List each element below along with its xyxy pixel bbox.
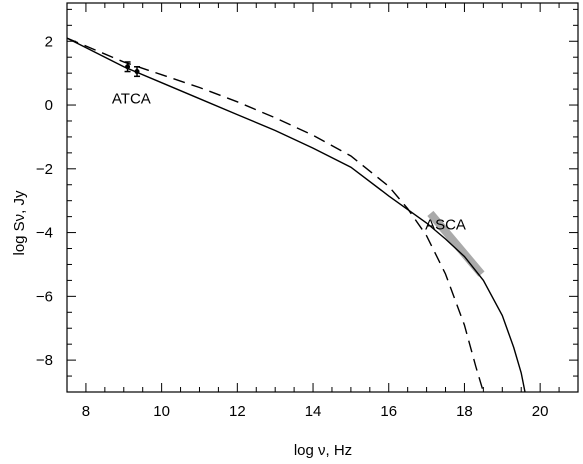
x-tick-label: 14 [305,403,322,420]
y-tick-label: −2 [36,161,53,178]
plot-frame [66,2,579,393]
x-tick-label: 12 [229,403,246,420]
atca-data-point [125,64,131,70]
y-tick-label: −4 [36,225,53,242]
y-tick-label: −8 [36,352,53,369]
x-tick-label: 16 [380,403,397,420]
asca-band [427,210,485,277]
x-tick-label: 20 [532,403,549,420]
model-line-dashed [66,37,485,393]
y-axis-label: log Sν, Jy [11,190,28,256]
y-tick-label: 0 [45,97,53,114]
atca-data-point [134,69,140,75]
y-tick-label: 2 [45,33,53,50]
x-tick-label: 10 [153,403,170,420]
x-tick-label: 8 [82,403,90,420]
y-tick-label: −6 [36,288,53,305]
x-axis-label: log ν, Hz [294,442,352,459]
annotation-asca: ASCA [425,216,466,233]
annotation-atca: ATCA [112,90,151,107]
x-tick-label: 18 [456,403,473,420]
model-line-solid [66,37,526,393]
